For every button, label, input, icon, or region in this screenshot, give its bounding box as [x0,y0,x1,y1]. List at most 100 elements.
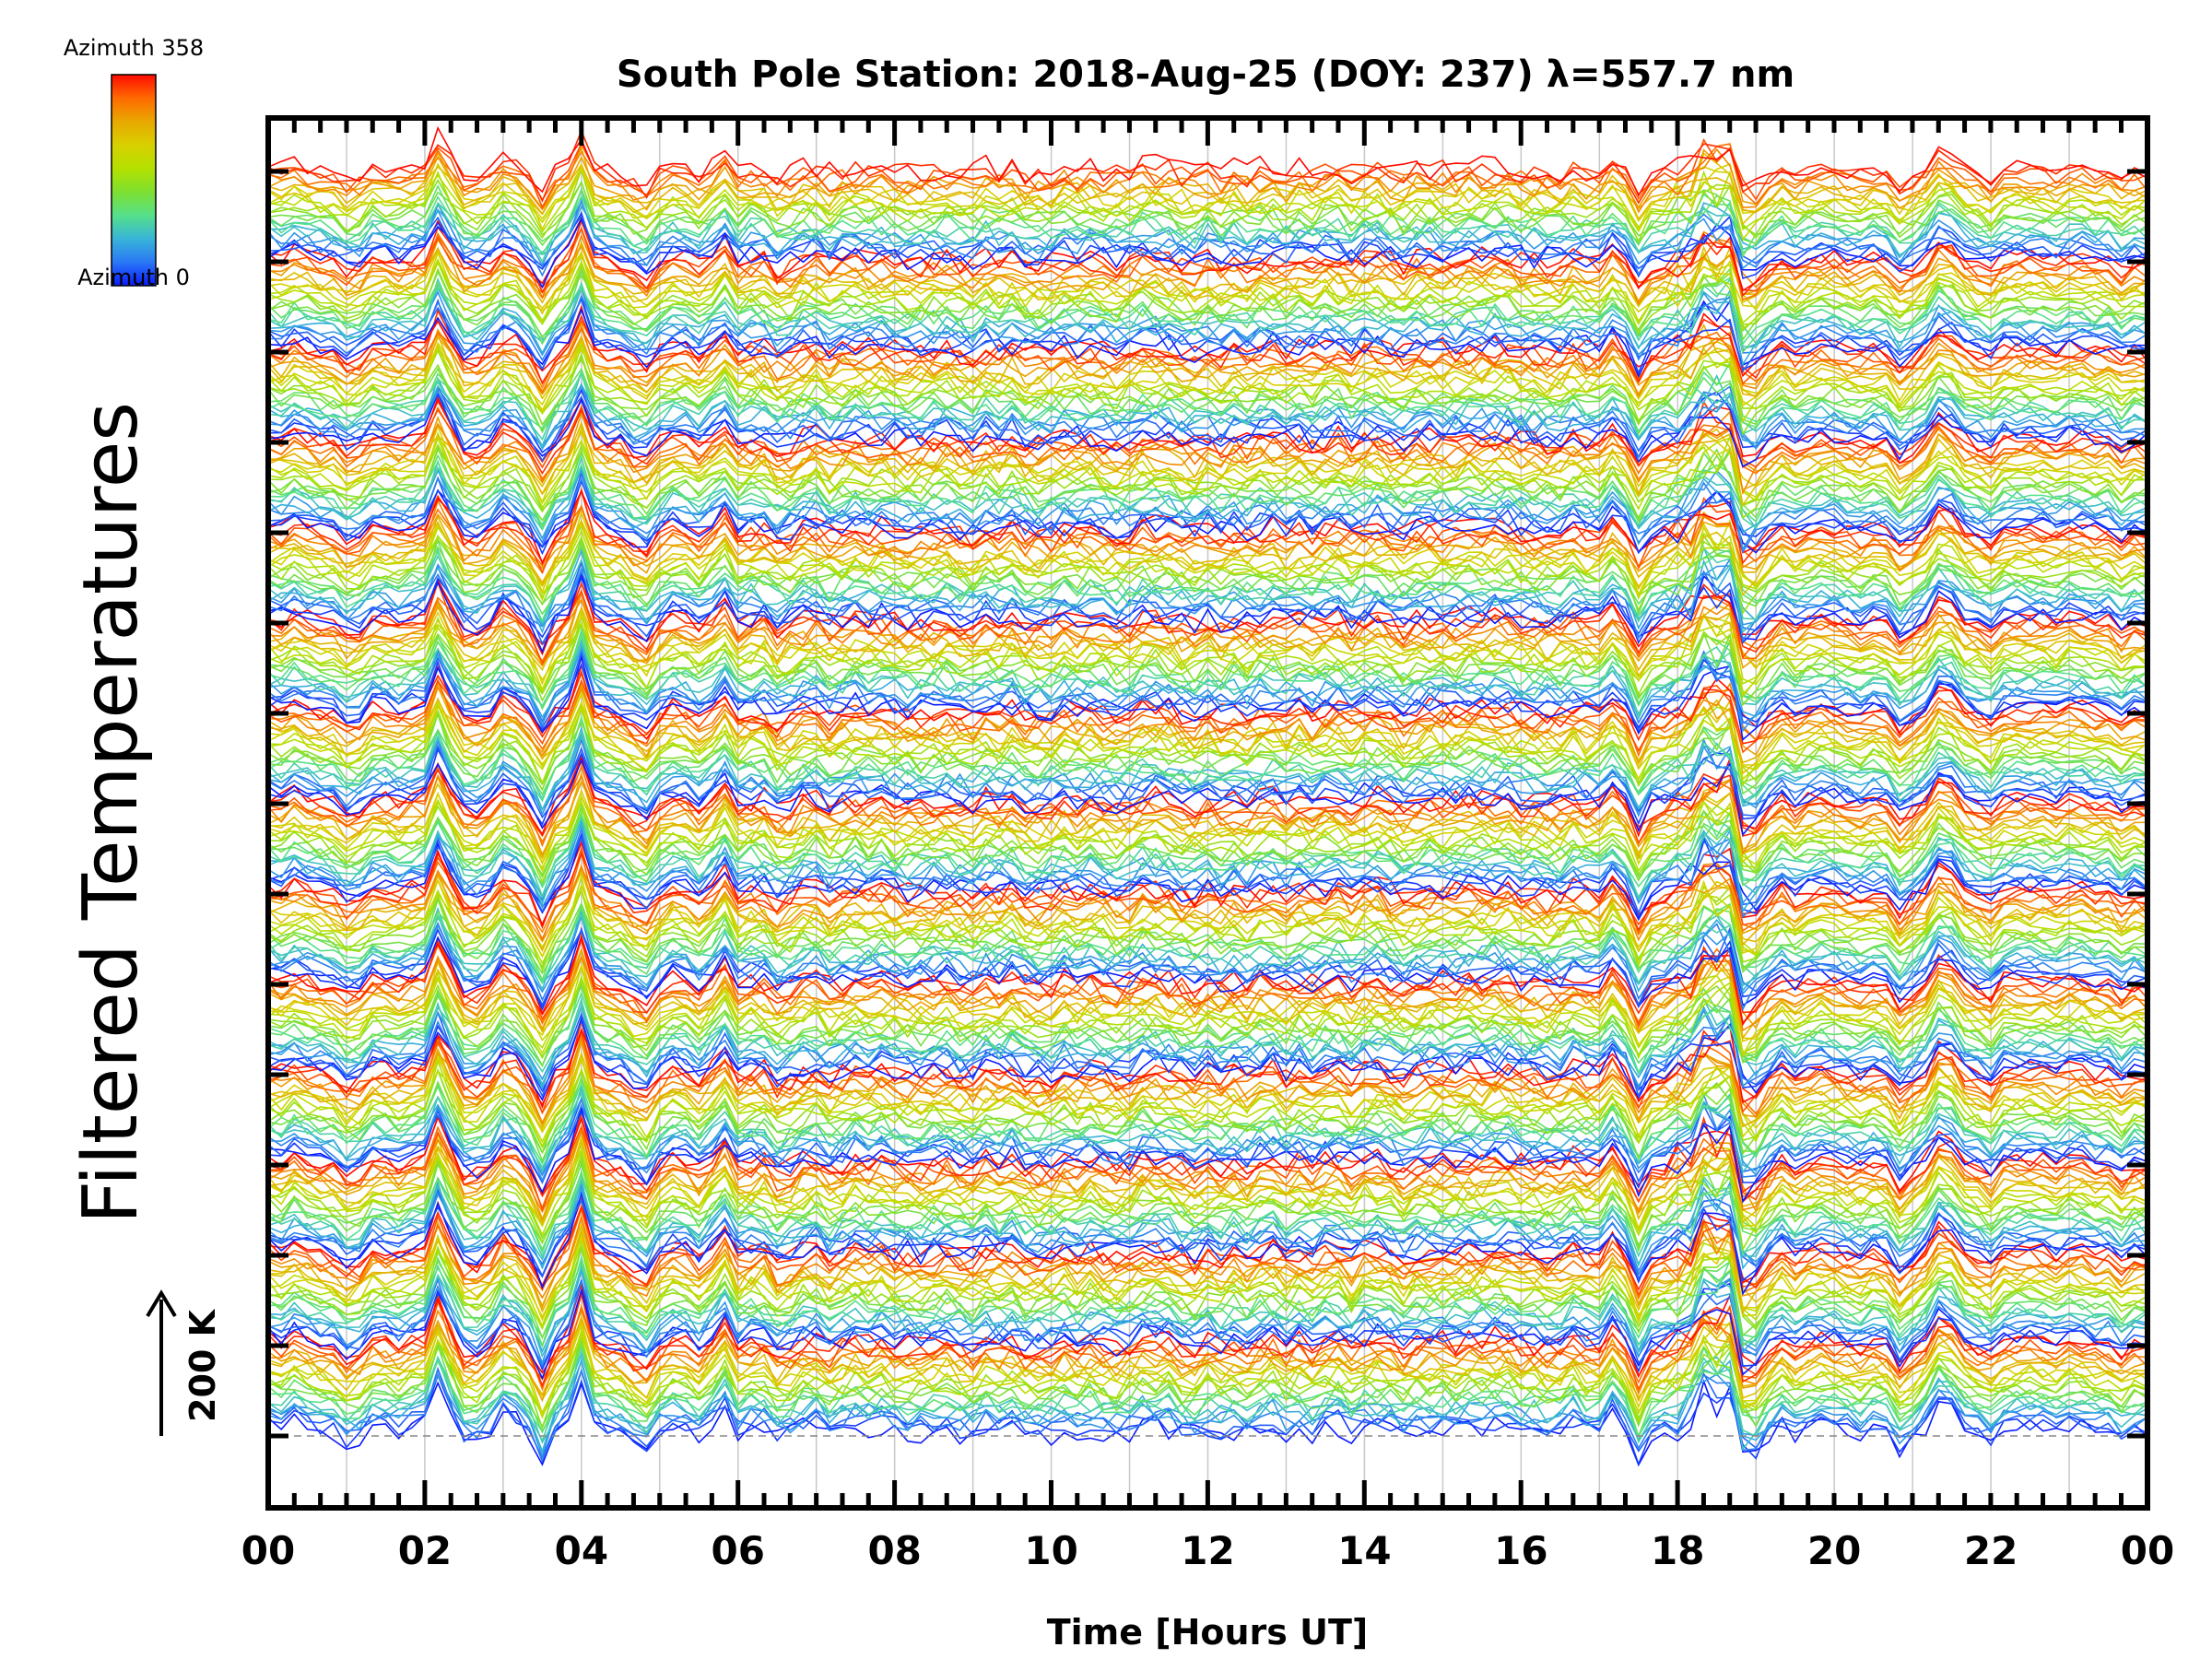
azimuth-series-line [267,1101,2148,1178]
azimuth-series-line [267,1056,2148,1134]
azimuth-series-line [267,430,2148,505]
azimuth-series-line [267,1268,2148,1354]
azimuth-series-line [267,670,2148,745]
azimuth-series-line [267,1086,2148,1174]
azimuth-series-line [267,489,2148,565]
azimuth-series-line [267,597,2148,678]
azimuth-series-line [267,1123,2148,1212]
azimuth-series-line [267,316,2148,385]
chart-title: South Pole Station: 2018-Aug-25 (DOY: 23… [617,53,1794,96]
azimuth-series-line [267,1331,2148,1419]
azimuth-series-line [267,146,2148,216]
azimuth-series-line [267,1050,2148,1130]
azimuth-series-line [267,1034,2148,1125]
azimuth-series-line [267,563,2148,628]
azimuth-series-line [267,340,2148,423]
series-lines [267,125,2148,1467]
azimuth-series-line [267,877,2148,955]
x-tick-label: 06 [712,1528,765,1573]
azimuth-series-line [267,1139,2148,1227]
azimuth-series-line [267,897,2148,975]
azimuth-series-line [267,947,2148,1033]
x-tick-label: 20 [1807,1528,1861,1573]
x-tick-label: 08 [867,1528,921,1573]
azimuth-series-line [267,260,2148,334]
scale-bar: 200 K [146,1289,223,1436]
azimuth-series-line [267,700,2148,781]
azimuth-series-line [268,803,2148,887]
azimuth-series-line [267,852,2148,933]
azimuth-series-line [267,210,2148,280]
azimuth-series-line [267,448,2148,521]
azimuth-series-line [267,997,2148,1086]
azimuth-series-line [267,650,2148,733]
azimuth-series-line [267,678,2148,754]
azimuth-series-line [267,885,2148,968]
azimuth-series-line [267,816,2148,906]
azimuth-series-line [267,811,2148,879]
azimuth-series-line [267,715,2148,796]
scale-arrow-head-icon [146,1289,177,1318]
azimuth-series-line [267,1109,2148,1189]
azimuth-series-line [267,179,2148,243]
x-tick-label: 22 [1964,1528,2018,1573]
azimuth-series-line [267,1346,2148,1439]
azimuth-series-line [267,1256,2148,1348]
azimuth-series-line [267,734,2148,812]
azimuth-series-line [267,1205,2148,1291]
azimuth-series-line [267,1192,2148,1284]
azimuth-series-line [267,628,2148,711]
azimuth-series-line [267,774,2148,856]
azimuth-series-line [267,333,2148,400]
azimuth-series-line [267,519,2148,597]
azimuth-series-line [267,774,2148,856]
x-tick-label: 16 [1494,1528,1547,1573]
azimuth-series-line [267,405,2148,469]
azimuth-series-line [267,691,2148,766]
azimuth-series-line [267,712,2148,795]
azimuth-series-line [267,1351,2148,1452]
azimuth-series-line [267,970,2148,1060]
azimuth-series-line [267,682,2148,758]
azimuth-series-line [267,955,2148,1032]
azimuth-series-line [267,324,2148,397]
azimuth-series-line [267,152,2148,226]
azimuth-series-line [267,571,2148,654]
azimuth-series-line [267,654,2148,742]
azimuth-series-line [267,534,2148,612]
azimuth-series-line [267,1290,2148,1388]
azimuth-series-line [267,1090,2148,1170]
azimuth-series-line [267,983,2148,1068]
azimuth-series-line [267,267,2148,342]
azimuth-series-line [267,250,2148,313]
azimuth-series-line [267,525,2148,602]
azimuth-series-line [267,1328,2148,1423]
azimuth-series-line [267,1297,2148,1392]
colorbar [111,74,157,287]
azimuth-series-line [267,360,2148,433]
azimuth-series-line [267,559,2148,646]
azimuth-series-line [267,1379,2148,1467]
azimuth-series-line [267,420,2148,496]
x-tick-label: 00 [2121,1528,2174,1573]
azimuth-series-line [267,238,2148,303]
y-axis-label: Filtered Temperatures [67,402,155,1224]
azimuth-series-line [267,240,2148,315]
azimuth-series-line [267,428,2148,507]
azimuth-series-line [267,758,2148,837]
x-tick-label: 10 [1024,1528,1077,1573]
azimuth-series-line [267,909,2148,995]
azimuth-series-line [267,388,2148,464]
x-tick-label: 12 [1181,1528,1234,1573]
azimuth-series-line [267,912,2148,985]
azimuth-series-line [267,557,2148,643]
azimuth-series-line [267,736,2148,817]
azimuth-series-line [267,342,2148,413]
azimuth-series-line [267,643,2148,719]
azimuth-series-line [267,798,2148,882]
azimuth-series-line [267,831,2148,919]
azimuth-series-line [267,326,2148,394]
x-tick-label: 02 [398,1528,452,1573]
x-axis-label: Time [Hours UT] [1047,1612,1369,1653]
x-tick-label: 04 [555,1528,608,1573]
